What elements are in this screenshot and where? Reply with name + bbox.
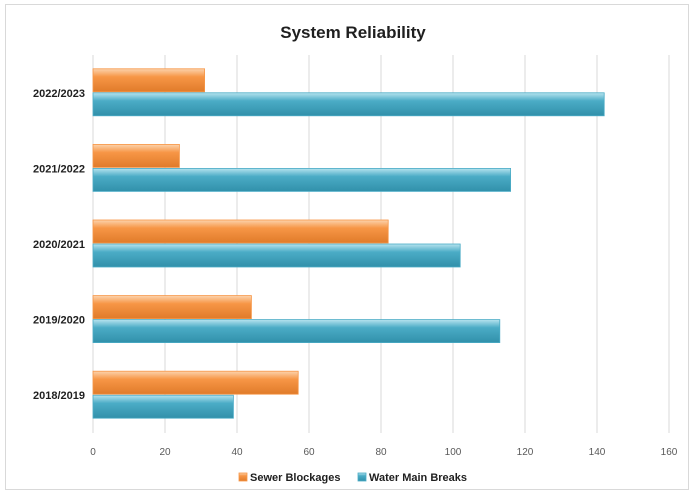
x-tick-label: 0 bbox=[90, 447, 96, 458]
category-labels: 2018/2019 2019/2020 2020/2021 2021/2022 2022… bbox=[33, 88, 85, 402]
legend-swatch-water-main-breaks bbox=[357, 472, 367, 482]
category-label: 2019/2020 bbox=[33, 315, 85, 327]
category-label: 2021/2022 bbox=[33, 163, 85, 175]
x-tick-label: 100 bbox=[445, 447, 462, 458]
x-tick-label: 60 bbox=[303, 447, 315, 458]
chart-title: System Reliability bbox=[280, 23, 426, 42]
water-main-breaks-bar bbox=[92, 167, 512, 192]
category-label: 2018/2019 bbox=[33, 390, 85, 402]
legend-label: Sewer Blockages bbox=[250, 472, 341, 484]
category-label: 2020/2021 bbox=[33, 239, 85, 251]
water-main-breaks-bar bbox=[92, 394, 234, 419]
water-main-breaks-bar bbox=[92, 92, 605, 117]
water-main-breaks-bar bbox=[92, 319, 501, 344]
water-main-breaks-bar bbox=[92, 243, 461, 268]
x-tick-label: 80 bbox=[375, 447, 387, 458]
sewer-blockages-bar bbox=[92, 143, 180, 168]
x-tick-labels: 0 20 40 60 80 100 120 140 160 bbox=[90, 447, 678, 458]
sewer-blockages-bar bbox=[92, 370, 299, 395]
x-tick-label: 140 bbox=[589, 447, 606, 458]
category-label: 2022/2023 bbox=[33, 88, 85, 100]
sewer-blockages-bar bbox=[92, 68, 205, 93]
legend-label: Water Main Breaks bbox=[369, 472, 467, 484]
sewer-blockages-bar bbox=[92, 295, 252, 320]
x-tick-label: 120 bbox=[517, 447, 534, 458]
x-tick-label: 160 bbox=[661, 447, 678, 458]
sewer-blockages-bar bbox=[92, 219, 389, 244]
x-tick-label: 20 bbox=[159, 447, 171, 458]
x-tick-label: 40 bbox=[231, 447, 243, 458]
chart-svg: System Reliability 2018/20192019/2020202… bbox=[33, 23, 678, 484]
bars-layer bbox=[92, 68, 605, 419]
chart-frame: System Reliability 2018/2019 2019/2020 202… bbox=[5, 4, 689, 490]
legend-swatch-sewer-blockages bbox=[238, 472, 248, 482]
legend: Sewer Blockages Water Main Breaks bbox=[238, 472, 467, 484]
